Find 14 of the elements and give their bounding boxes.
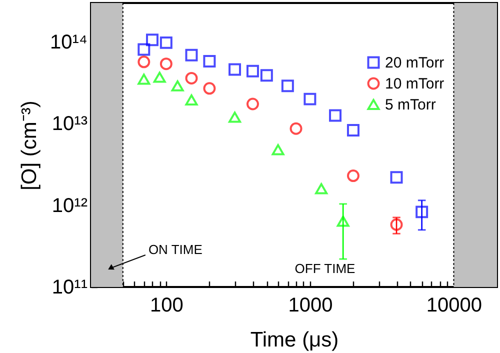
y-tick-label: 10¹²: [52, 194, 88, 217]
x-tick-label: 1000: [288, 294, 333, 316]
legend-label: 10 mTorr: [385, 76, 444, 92]
y-tick-label: 10¹¹: [52, 276, 88, 298]
legend-label: 20 mTorr: [385, 54, 444, 72]
annotation: ON TIME: [148, 242, 203, 257]
legend-label: 5 mTorr: [385, 96, 436, 114]
y-tick-label: 10¹⁴: [50, 31, 88, 54]
y-tick-label: 10¹³: [52, 113, 88, 136]
x-tick-label: 10000: [426, 294, 482, 316]
x-tick-label: 100: [150, 294, 184, 316]
y-axis-title: [O] (cm⁻³): [18, 100, 41, 190]
x-axis-title: Time (μs): [250, 328, 339, 352]
annotation: OFF TIME: [294, 261, 356, 276]
